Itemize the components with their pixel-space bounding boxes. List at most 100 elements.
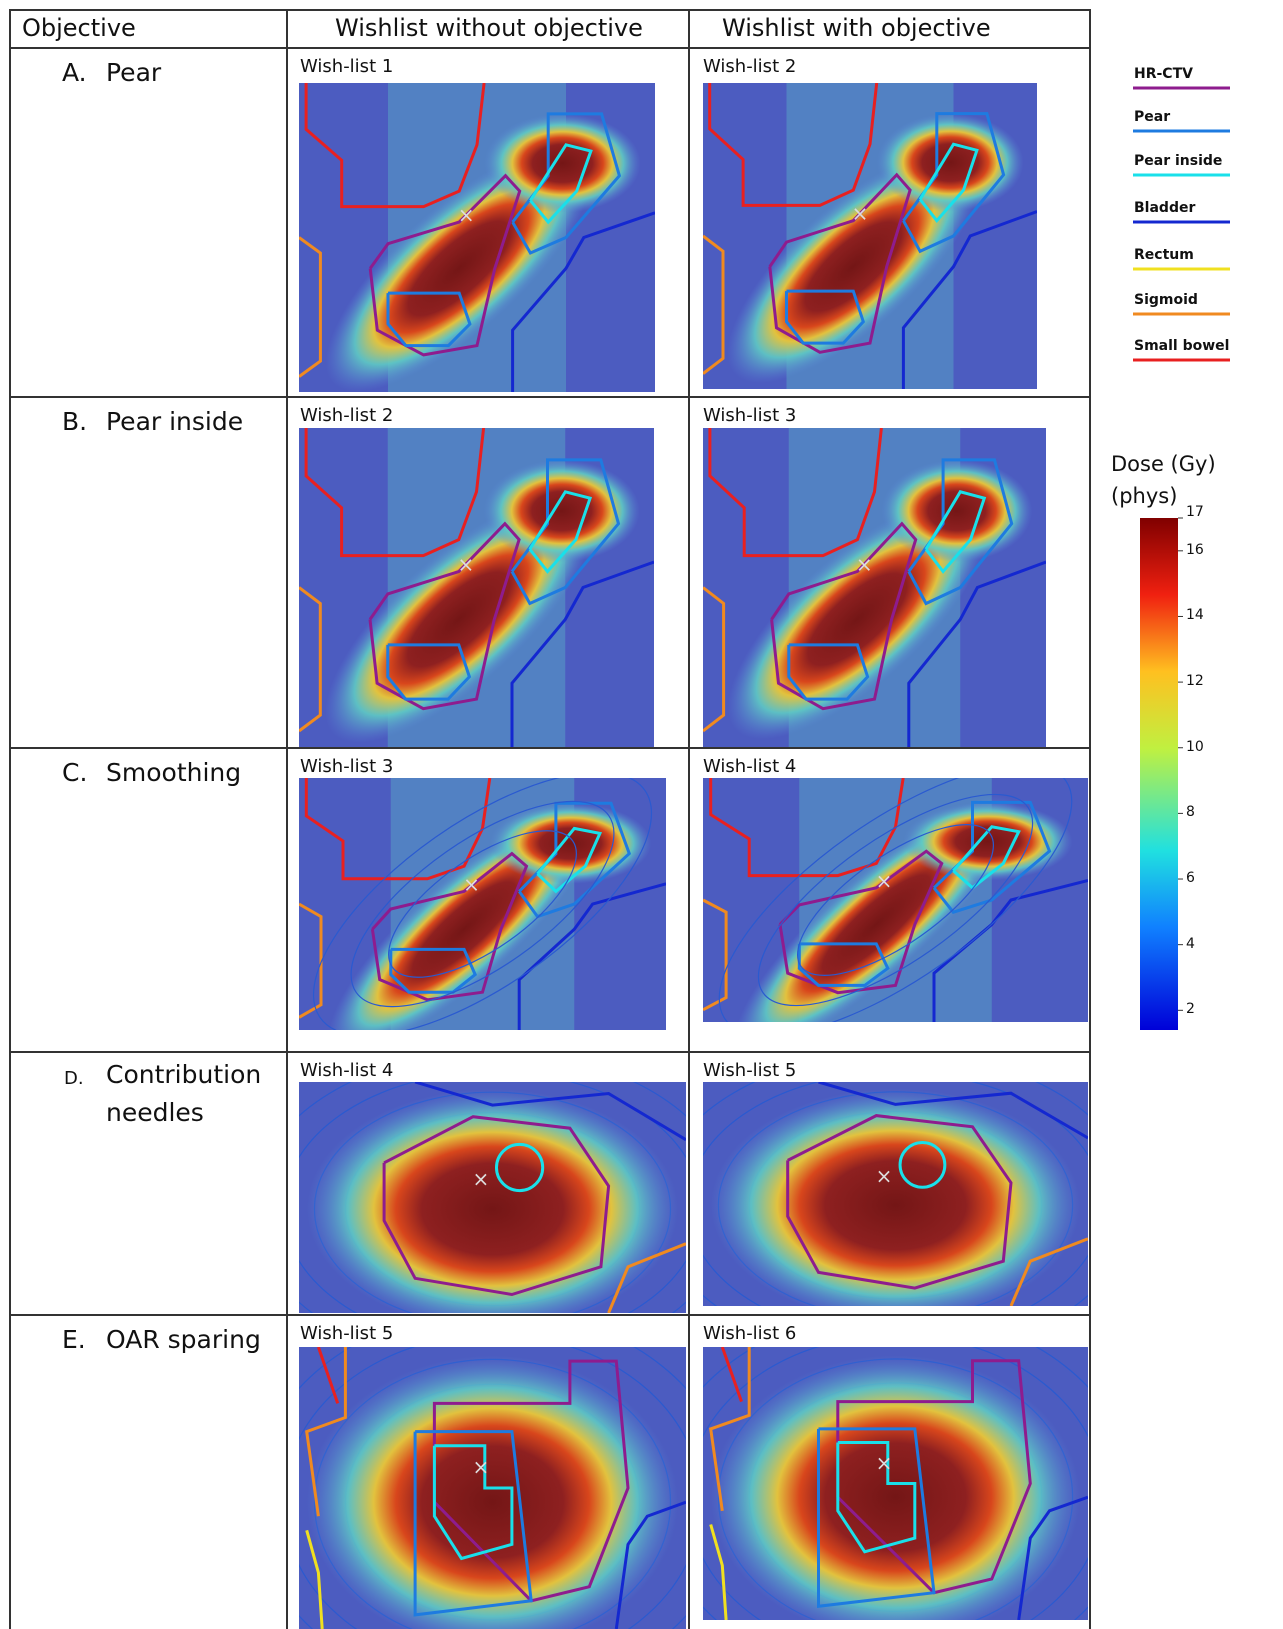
legend-label: Pear inside — [1134, 153, 1223, 169]
column-header: Objective — [22, 14, 136, 42]
pear-inside — [529, 143, 593, 225]
hr-ctv — [770, 521, 918, 711]
wishlist-label: Wish-list 2 — [703, 56, 797, 77]
dose-image: × — [703, 83, 1037, 389]
bladder — [517, 882, 666, 1030]
bladder — [414, 1082, 686, 1142]
dwell-marker: × — [852, 202, 869, 226]
dwell-marker: × — [457, 553, 474, 577]
dose-blob — [876, 113, 1024, 212]
colorbar-tick-label: 2 — [1186, 1001, 1195, 1018]
wishlist-label: Wish-list 5 — [300, 1323, 394, 1344]
pear-inside — [952, 825, 1021, 890]
dose-image: × — [703, 778, 1088, 1022]
colorbar-tick-label: 8 — [1186, 804, 1195, 821]
pear — [907, 458, 1014, 606]
column-header: Wishlist with objective — [722, 14, 991, 42]
dose-image: × — [299, 83, 655, 392]
dose-image: × — [703, 1347, 1088, 1620]
dwell-marker: × — [473, 1167, 490, 1191]
legend-label: Pear — [1134, 109, 1171, 125]
dose-blob — [483, 459, 640, 562]
colorbar-tick-label: 17 — [1186, 504, 1204, 520]
dose-blob — [306, 1088, 679, 1313]
hr-ctv — [836, 1359, 1032, 1595]
objective-letter: B. — [62, 407, 88, 436]
hr-ctv — [786, 1114, 1013, 1290]
small-bowel — [316, 1347, 340, 1404]
objective-label: Contribution needles — [106, 1060, 262, 1127]
colorbar-subtitle: (phys) — [1111, 484, 1178, 508]
dose-blob — [903, 802, 1073, 881]
wishlist-label: Wish-list 2 — [300, 405, 394, 426]
pear — [787, 643, 870, 701]
bladder — [1017, 1495, 1088, 1620]
dose-blob — [710, 1088, 1081, 1306]
sigmoid — [305, 1347, 347, 1517]
bladder — [614, 1500, 686, 1629]
dwell-marker: × — [856, 553, 873, 577]
dose-image: × — [703, 428, 1046, 747]
pear-inside — [898, 1140, 947, 1189]
bladder — [511, 211, 655, 392]
dose-blob — [489, 803, 652, 884]
pear — [932, 800, 1052, 914]
isodose — [757, 793, 1034, 1007]
wishlist-label: Wish-list 4 — [703, 756, 797, 777]
wishlist-label: Wish-list 6 — [703, 1323, 797, 1344]
small-bowel — [304, 83, 486, 209]
colorbar-title: Dose (Gy) — [1111, 452, 1216, 476]
sigmoid — [299, 236, 322, 378]
rectum — [305, 1529, 324, 1629]
dwell-marker: × — [876, 1451, 893, 1475]
objective-label: Pear inside — [106, 407, 244, 436]
dwell-marker: × — [463, 872, 480, 896]
small-bowel — [708, 83, 879, 207]
dose-image: × — [299, 1347, 686, 1629]
pear — [785, 289, 866, 345]
objective-letter: C. — [62, 758, 88, 787]
small-bowel — [304, 778, 492, 881]
pear-inside — [494, 1142, 545, 1193]
legend-label: Sigmoid — [1134, 292, 1198, 308]
dose-image: × — [703, 1082, 1088, 1306]
dose-blob — [484, 113, 641, 213]
hr-ctv — [368, 173, 522, 357]
hr-ctv — [382, 1115, 611, 1297]
wishlist-label: Wish-list 1 — [300, 56, 394, 77]
hr-ctv — [778, 849, 944, 995]
bladder — [818, 1082, 1088, 1140]
dwell-marker: × — [876, 1164, 893, 1188]
objective-letter: A. — [62, 58, 87, 87]
table-border — [9, 9, 1091, 1629]
sigmoid — [703, 234, 725, 375]
isodose — [350, 800, 615, 1008]
wishlist-label: Wish-list 4 — [300, 1060, 394, 1081]
pear — [797, 942, 890, 987]
objective-letter: D. — [64, 1068, 84, 1089]
isodose — [796, 824, 995, 976]
sigmoid — [703, 898, 728, 1012]
legend-label: Small bowel — [1134, 338, 1230, 354]
isodose — [312, 778, 653, 1030]
sigmoid — [607, 1242, 686, 1313]
dose-blob — [306, 1355, 679, 1629]
pear-inside — [924, 490, 987, 574]
pear — [386, 643, 472, 701]
dose-image: × — [299, 1082, 686, 1313]
bladder — [907, 560, 1046, 747]
pear — [817, 1427, 936, 1608]
sigmoid — [299, 902, 323, 1019]
sigmoid — [703, 586, 726, 733]
legend-label: Bladder — [1134, 200, 1196, 216]
objective-label: Smoothing — [106, 758, 242, 787]
pear — [517, 801, 632, 919]
dwell-marker: × — [473, 1455, 490, 1479]
colorbar-tick-label: 4 — [1186, 935, 1195, 952]
objective-letter: E. — [62, 1325, 86, 1354]
sigmoid — [1009, 1237, 1088, 1306]
pear-inside — [432, 1444, 514, 1561]
colorbar-tick-label: 10 — [1186, 738, 1204, 755]
